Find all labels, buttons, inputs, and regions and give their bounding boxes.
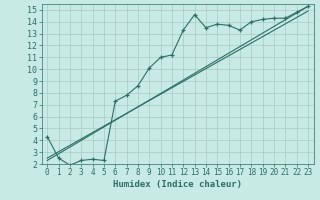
- X-axis label: Humidex (Indice chaleur): Humidex (Indice chaleur): [113, 180, 242, 189]
